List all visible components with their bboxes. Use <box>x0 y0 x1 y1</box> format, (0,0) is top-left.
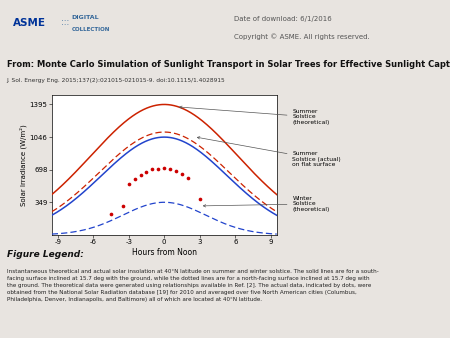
Text: From: Monte Carlo Simulation of Sunlight Transport in Solar Trees for Effective : From: Monte Carlo Simulation of Sunlight… <box>7 59 450 69</box>
Text: J. Sol. Energy Eng. 2015;137(2):021015-021015-9. doi:10.1115/1.4028915: J. Sol. Energy Eng. 2015;137(2):021015-0… <box>7 78 225 83</box>
Text: Date of download: 6/1/2016: Date of download: 6/1/2016 <box>234 16 332 22</box>
Text: Summer
Solstice (actual)
on flat surface: Summer Solstice (actual) on flat surface <box>198 137 341 167</box>
Point <box>184 175 192 180</box>
Point <box>137 172 144 178</box>
Point <box>155 166 162 171</box>
Text: ASME: ASME <box>13 18 46 28</box>
Point <box>125 182 132 187</box>
Point <box>166 167 174 172</box>
Point <box>108 212 115 217</box>
Point <box>143 170 150 175</box>
Text: Instantaneous theoretical and actual solar insolation at 40°N latitude on summer: Instantaneous theoretical and actual sol… <box>7 269 378 301</box>
Text: Copyright © ASME. All rights reserved.: Copyright © ASME. All rights reserved. <box>234 33 370 40</box>
Y-axis label: Solar Irradiance (W/m²): Solar Irradiance (W/m²) <box>19 124 27 206</box>
Text: DIGITAL: DIGITAL <box>72 15 99 20</box>
Text: Figure Legend:: Figure Legend: <box>7 250 84 259</box>
Point <box>172 169 180 174</box>
X-axis label: Hours from Noon: Hours from Noon <box>132 248 197 257</box>
Point <box>119 203 126 209</box>
Text: Winter
Solstice
(theoretical): Winter Solstice (theoretical) <box>203 196 330 212</box>
Point <box>131 176 138 182</box>
Point <box>161 165 168 170</box>
Point <box>178 171 185 177</box>
Text: Summer
Solstice
(theoretical): Summer Solstice (theoretical) <box>180 106 330 125</box>
Point <box>196 197 203 202</box>
Text: COLLECTION: COLLECTION <box>72 27 110 32</box>
Point <box>149 167 156 172</box>
Text: :::: ::: <box>61 18 69 27</box>
